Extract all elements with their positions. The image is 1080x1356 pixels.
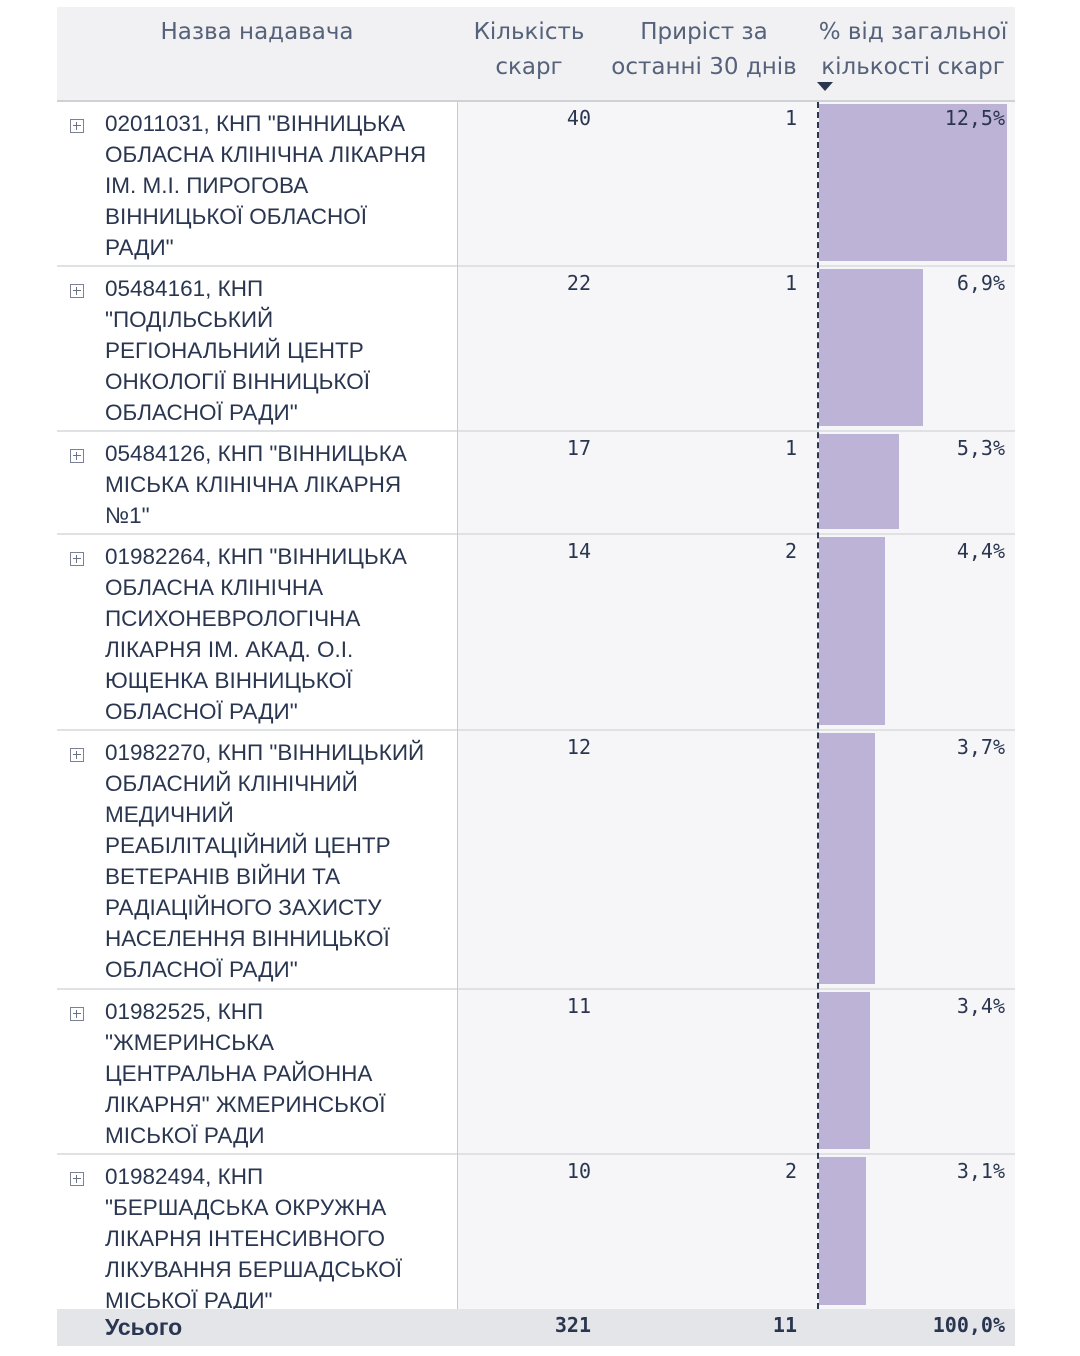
- complaints-table: Назва надавача Кількість скарг Приріст з…: [57, 7, 1015, 1346]
- percent-bar: [819, 434, 899, 529]
- growth-30-days: 1: [784, 106, 797, 130]
- expand-plus-icon[interactable]: [70, 552, 84, 566]
- row-divider: [57, 265, 1015, 267]
- complaint-count: 12: [566, 735, 591, 759]
- row-divider: [57, 729, 1015, 731]
- expand-plus-icon[interactable]: [70, 1007, 84, 1021]
- total-row: [57, 1309, 1015, 1346]
- percent-of-total: 12,5%: [944, 106, 1005, 130]
- provider-name: 05484161, КНП "ПОДІЛЬСЬКИЙ РЕГІОНАЛЬНИЙ …: [105, 276, 371, 425]
- table-row[interactable]: 01982264, КНП "ВІННИЦЬКА ОБЛАСНА КЛІНІЧН…: [57, 535, 1015, 729]
- provider-name: 01982264, КНП "ВІННИЦЬКА ОБЛАСНА КЛІНІЧН…: [105, 544, 407, 724]
- row-divider: [57, 430, 1015, 432]
- percent-bar: [819, 537, 885, 725]
- percent-bar: [819, 992, 870, 1149]
- provider-name: 01982494, КНП "БЕРШАДСЬКА ОКРУЖНА ЛІКАРН…: [105, 1164, 402, 1313]
- percent-of-total: 4,4%: [956, 539, 1005, 563]
- complaint-count: 40: [566, 106, 591, 130]
- column-header-provider-name[interactable]: Назва надавача: [160, 19, 354, 45]
- total-count: 321: [554, 1313, 591, 1337]
- row-divider: [57, 533, 1015, 535]
- expand-plus-icon[interactable]: [70, 449, 84, 463]
- table-row[interactable]: 01982270, КНП "ВІННИЦЬКИЙ ОБЛАСНИЙ КЛІНІ…: [57, 731, 1015, 988]
- table-row[interactable]: 01982494, КНП "БЕРШАДСЬКА ОКРУЖНА ЛІКАРН…: [57, 1155, 1015, 1313]
- column-header-percent-of-total[interactable]: % від загальної кількості скарг: [818, 19, 1008, 80]
- percent-bar: [819, 1157, 866, 1305]
- table-header: Назва надавача Кількість скарг Приріст з…: [57, 7, 1015, 102]
- expand-plus-icon[interactable]: [70, 1172, 84, 1186]
- column-divider: [457, 102, 458, 1346]
- complaint-count: 22: [566, 271, 591, 295]
- growth-30-days: 2: [784, 1159, 797, 1183]
- column-header-complaint-count[interactable]: Кількість скарг: [473, 19, 585, 80]
- sort-descending-icon[interactable]: [817, 82, 833, 91]
- percent-of-total: 3,4%: [956, 994, 1005, 1018]
- total-percent: 100,0%: [932, 1313, 1005, 1337]
- percent-of-total: 3,1%: [956, 1159, 1005, 1183]
- percent-bar: [819, 104, 1007, 261]
- complaint-count: 17: [566, 436, 591, 460]
- expand-plus-icon[interactable]: [70, 119, 84, 133]
- percent-of-total: 3,7%: [956, 735, 1005, 759]
- table-row[interactable]: 05484126, КНП "ВІННИЦЬКА МІСЬКА КЛІНІЧНА…: [57, 432, 1015, 533]
- percent-of-total: 5,3%: [956, 436, 1005, 460]
- complaint-count: 10: [566, 1159, 591, 1183]
- expand-plus-icon[interactable]: [70, 284, 84, 298]
- column-header-growth-30-days[interactable]: Приріст за останні 30 днів: [611, 19, 797, 80]
- provider-name: 01982525, КНП "ЖМЕРИНСЬКА ЦЕНТРАЛЬНА РАЙ…: [105, 999, 386, 1148]
- percent-bar: [819, 733, 875, 984]
- table-row[interactable]: 01982525, КНП "ЖМЕРИНСЬКА ЦЕНТРАЛЬНА РАЙ…: [57, 990, 1015, 1153]
- total-label: Усього: [105, 1314, 183, 1340]
- total-growth: 11: [772, 1313, 797, 1337]
- percent-of-total: 6,9%: [956, 271, 1005, 295]
- percent-axis-line: [817, 102, 819, 1309]
- growth-30-days: 2: [784, 539, 797, 563]
- growth-30-days: 1: [784, 271, 797, 295]
- table-row[interactable]: 02011031, КНП "ВІННИЦЬКА ОБЛАСНА КЛІНІЧН…: [57, 102, 1015, 265]
- growth-30-days: 1: [784, 436, 797, 460]
- percent-bar: [819, 269, 923, 426]
- provider-name: 05484126, КНП "ВІННИЦЬКА МІСЬКА КЛІНІЧНА…: [105, 441, 407, 528]
- name-column-background: [57, 102, 457, 1309]
- table-row[interactable]: 05484161, КНП "ПОДІЛЬСЬКИЙ РЕГІОНАЛЬНИЙ …: [57, 267, 1015, 430]
- provider-name: 02011031, КНП "ВІННИЦЬКА ОБЛАСНА КЛІНІЧН…: [105, 111, 427, 260]
- complaint-count: 14: [566, 539, 591, 563]
- expand-plus-icon[interactable]: [70, 748, 84, 762]
- row-divider: [57, 1153, 1015, 1155]
- row-divider: [57, 988, 1015, 990]
- complaint-count: 11: [566, 994, 591, 1018]
- provider-name: 01982270, КНП "ВІННИЦЬКИЙ ОБЛАСНИЙ КЛІНІ…: [105, 740, 425, 982]
